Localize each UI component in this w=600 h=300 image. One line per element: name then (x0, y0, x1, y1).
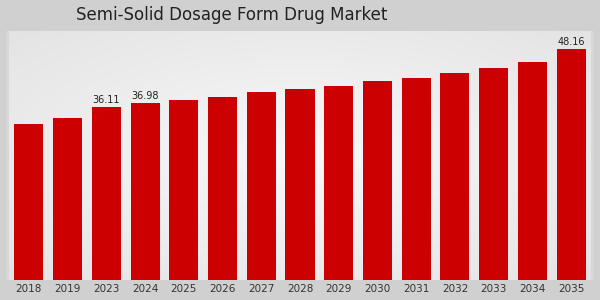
Bar (557, 49, 586, 280)
Bar (14, 124, 43, 280)
Bar (324, 86, 353, 280)
Text: Semi-Solid Dosage Form Drug Market: Semi-Solid Dosage Form Drug Market (76, 6, 388, 24)
Bar (286, 89, 314, 280)
Bar (401, 78, 431, 280)
Bar (440, 73, 469, 280)
Bar (131, 103, 160, 280)
Text: 36.11: 36.11 (92, 95, 120, 105)
Bar (53, 118, 82, 280)
Bar (363, 81, 392, 280)
Text: 48.16: 48.16 (557, 37, 585, 47)
Bar (247, 92, 276, 280)
Bar (208, 97, 237, 280)
Bar (92, 107, 121, 280)
Text: 36.98: 36.98 (131, 91, 159, 101)
Bar (479, 68, 508, 280)
Bar (169, 100, 199, 280)
Bar (518, 62, 547, 280)
